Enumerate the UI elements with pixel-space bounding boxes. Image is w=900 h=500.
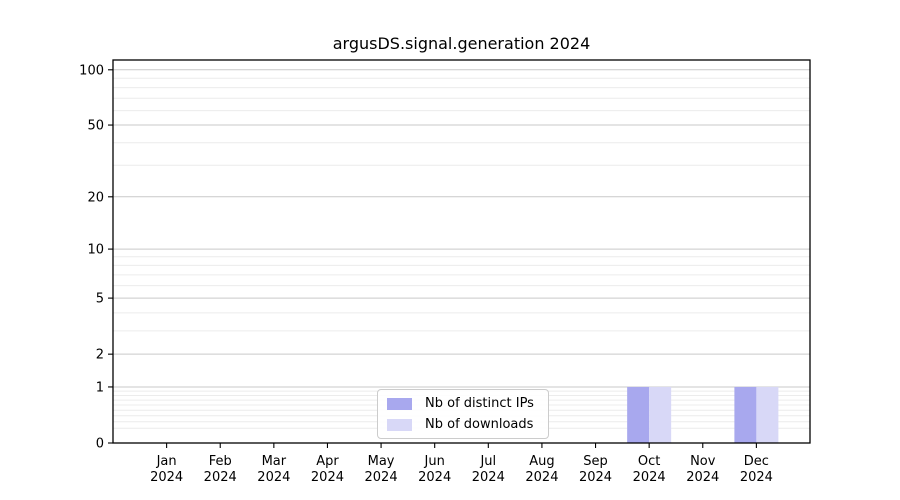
y-tick-label: 50	[87, 119, 104, 134]
chart-title: argusDS.signal.generation 2024	[332, 34, 591, 53]
legend-item-downloads: Nb of downloads	[387, 415, 539, 434]
x-tick-label-month: Apr	[316, 454, 339, 469]
x-tick-label-month: Feb	[209, 454, 232, 469]
x-tick-label-month: Jun	[424, 454, 445, 469]
x-tick-label-year: 2024	[418, 470, 451, 485]
bar-distinct-ips	[734, 386, 757, 443]
x-tick-label-year: 2024	[633, 470, 666, 485]
x-tick-label-year: 2024	[525, 470, 558, 485]
x-tick-label-month: Nov	[690, 454, 716, 469]
y-tick-label: 1	[96, 380, 104, 395]
x-tick-label-year: 2024	[365, 470, 398, 485]
x-tick-label-year: 2024	[686, 470, 719, 485]
x-tick-label-year: 2024	[257, 470, 290, 485]
legend: Nb of distinct IPs Nb of downloads	[377, 389, 549, 439]
plot-frame	[112, 59, 811, 444]
legend-label-downloads: Nb of downloads	[425, 417, 534, 432]
y-tick-label: 0	[96, 437, 104, 452]
y-tick-label: 10	[87, 243, 104, 258]
legend-item-distinct-ips: Nb of distinct IPs	[387, 394, 539, 413]
bar-distinct-ips	[627, 386, 650, 443]
x-tick-label-month: Sep	[583, 454, 608, 469]
y-tick-label: 100	[79, 63, 104, 78]
x-tick-label-year: 2024	[740, 470, 773, 485]
legend-label-distinct-ips: Nb of distinct IPs	[425, 396, 534, 411]
x-tick-label-month: Oct	[638, 454, 660, 469]
y-tick-label: 2	[96, 348, 104, 363]
x-tick-label-month: Aug	[529, 454, 554, 469]
y-tick-label: 20	[87, 190, 104, 205]
x-tick-label-month: Mar	[262, 454, 287, 469]
x-tick-label-month: May	[368, 454, 395, 469]
bar-downloads	[756, 386, 779, 443]
x-tick-label-year: 2024	[472, 470, 505, 485]
bar-downloads	[649, 386, 672, 443]
x-tick-label-month: Dec	[744, 454, 769, 469]
x-tick-label-year: 2024	[579, 470, 612, 485]
x-tick-label-year: 2024	[150, 470, 183, 485]
y-tick-label: 5	[96, 292, 104, 307]
x-tick-label-month: Jan	[156, 454, 177, 469]
legend-swatch-distinct-ips-icon	[387, 397, 412, 410]
x-tick-label-month: Jul	[479, 454, 496, 469]
x-tick-label-year: 2024	[204, 470, 237, 485]
legend-swatch-downloads-icon	[387, 418, 412, 431]
x-tick-label-year: 2024	[311, 470, 344, 485]
